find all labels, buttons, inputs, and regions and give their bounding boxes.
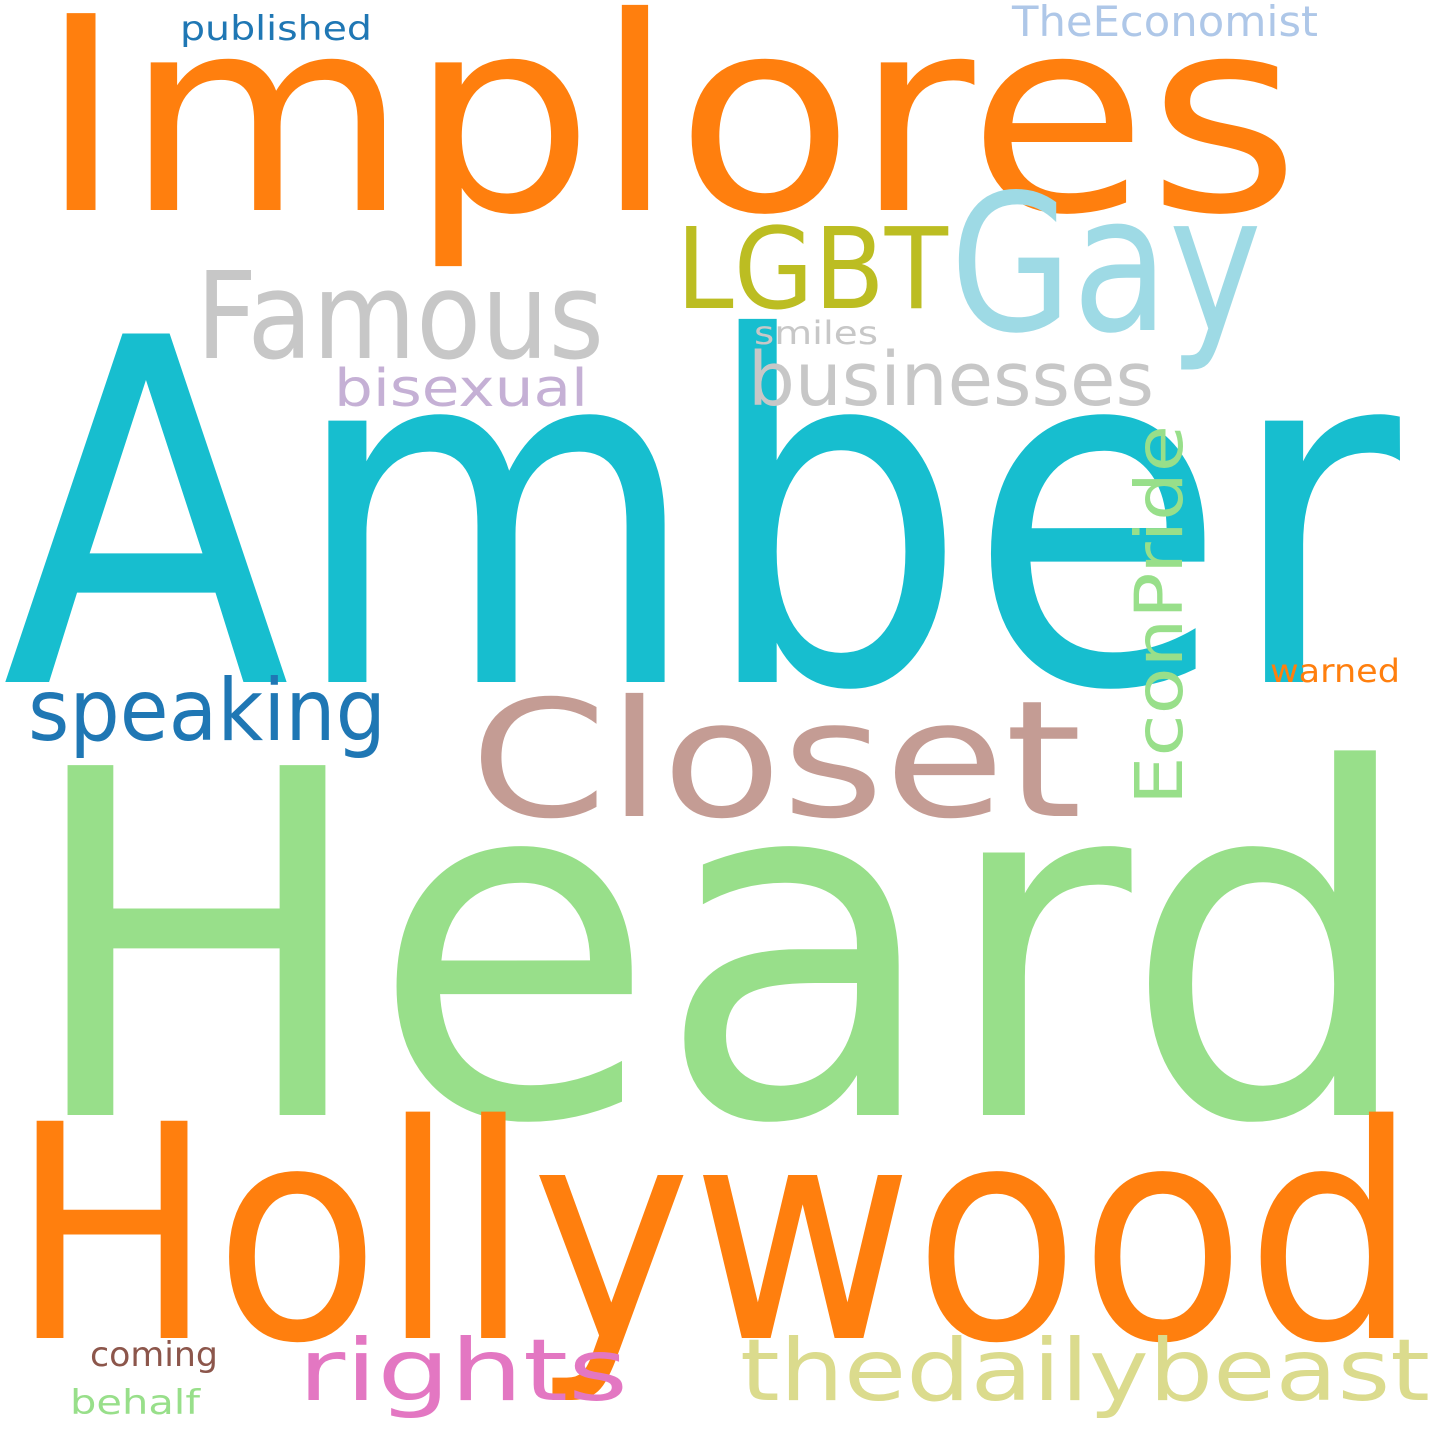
word-thedailybeast: thedailybeast xyxy=(740,1321,1430,1421)
word-econpride: EconPride xyxy=(1121,425,1198,805)
word-warned: warned xyxy=(1270,652,1400,690)
word-theeconomist: TheEconomist xyxy=(1011,0,1318,46)
word-bisexual: bisexual xyxy=(334,359,588,419)
word-implores: Implores xyxy=(38,0,1300,274)
word-heard: Heard xyxy=(22,670,1418,1229)
word-famous: Famous xyxy=(196,248,604,387)
word-published: published xyxy=(180,9,372,49)
word-lgbt: LGBT xyxy=(676,205,949,335)
word-gay: Gay xyxy=(950,154,1262,375)
word-businesses: businesses xyxy=(748,337,1154,423)
word-closet: Closet xyxy=(470,667,1082,855)
word-hollywood: Hollywood xyxy=(10,1062,1418,1409)
word-amber: Amber xyxy=(2,238,1405,795)
word-rights: rights xyxy=(298,1321,628,1421)
word-behalf: behalf xyxy=(70,1383,201,1423)
word-speaking: speaking xyxy=(28,661,386,761)
word-coming: coming xyxy=(90,1335,218,1375)
word-smiles: smiles xyxy=(754,314,878,352)
